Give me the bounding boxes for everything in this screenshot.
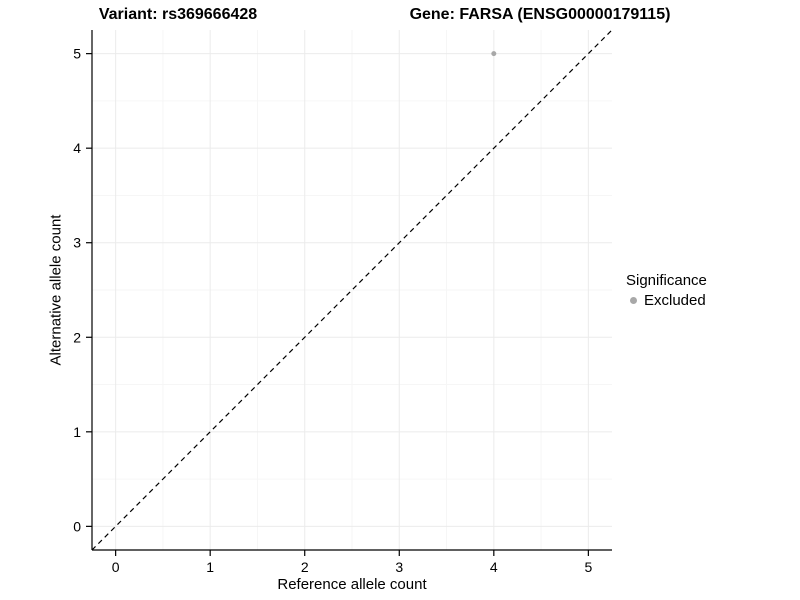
x-tick-label: 2 — [301, 559, 309, 575]
legend-item-label: Excluded — [644, 292, 706, 309]
plot-title-variant: Variant: rs369666428 — [98, 6, 258, 23]
y-tick-label: 2 — [73, 329, 81, 345]
plot-title-gene: Gene: FARSA (ENSG00000179115) — [409, 6, 671, 23]
excluded-point-icon — [630, 297, 637, 304]
legend: Significance Excluded — [626, 272, 707, 309]
x-tick-label: 4 — [490, 559, 498, 575]
x-tick-label: 5 — [584, 559, 592, 575]
y-tick-label: 5 — [73, 46, 81, 62]
y-axis-label: Alternative allele count — [47, 214, 65, 366]
legend-item-excluded: Excluded — [626, 292, 707, 309]
legend-title: Significance — [626, 272, 707, 289]
x-tick-label: 3 — [395, 559, 403, 575]
data-point — [491, 51, 497, 57]
y-tick-label: 0 — [73, 518, 81, 534]
x-tick-label: 0 — [112, 559, 120, 575]
y-tick-label: 1 — [73, 424, 81, 440]
y-tick-label: 3 — [73, 235, 81, 251]
x-tick-label: 1 — [206, 559, 214, 575]
y-tick-label: 4 — [73, 140, 81, 156]
x-axis-label: Reference allele count — [277, 576, 427, 593]
identity-line — [91, 29, 613, 551]
